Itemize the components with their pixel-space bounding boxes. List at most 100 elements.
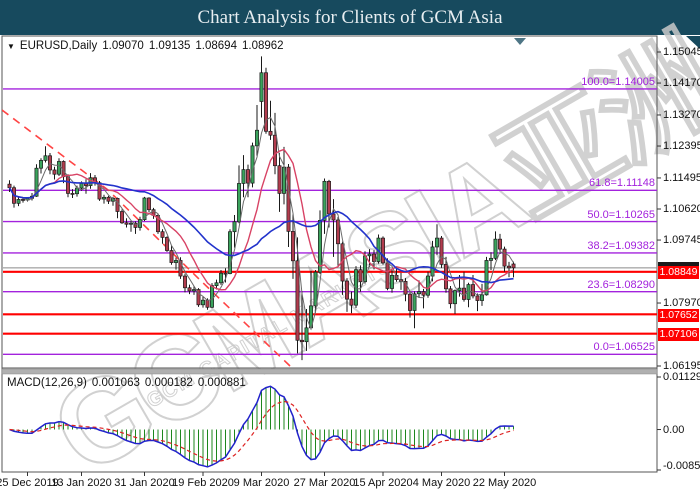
price-axis-label[interactable]: 1.09745 — [663, 234, 700, 247]
candle-body — [232, 221, 237, 233]
ma-slow-line — [8, 180, 514, 284]
price-axis-label[interactable]: 1.10620 — [663, 202, 700, 215]
fib-level-label: 0.0=1.06525 — [593, 341, 655, 354]
date-axis-label[interactable]: 27 Mar 2020 — [293, 477, 356, 489]
resistance-price-box: 1.08849 — [658, 266, 699, 280]
date-axis-label[interactable]: 31 Jan 2020 — [114, 477, 175, 489]
candle-body — [511, 263, 516, 269]
candle-body — [241, 169, 246, 184]
date-axis-label[interactable]: 19 Feb 2020 — [172, 477, 234, 489]
page-title: Chart Analysis for Clients of GCM Asia — [197, 6, 503, 28]
candle-body — [178, 260, 183, 277]
candle-body — [16, 199, 21, 204]
candle-body — [124, 222, 129, 225]
candle-body — [70, 193, 75, 195]
candle-body — [498, 238, 502, 250]
candle-body — [48, 155, 52, 171]
candle-body — [192, 289, 196, 292]
price-axis-label[interactable]: 1.12395 — [663, 140, 700, 153]
candle-body — [435, 237, 439, 248]
candle-body — [264, 72, 268, 132]
chart-shift-marker-icon[interactable] — [514, 38, 526, 45]
date-axis-label[interactable]: 15 Apr 2020 — [353, 477, 413, 489]
candle-body — [133, 222, 138, 228]
macd-axis-label[interactable]: 0.00 — [663, 423, 685, 436]
candle-body — [439, 237, 444, 265]
price-axis-label[interactable]: 1.06195 — [663, 359, 700, 372]
candle-body — [259, 72, 264, 102]
candle-body — [484, 260, 489, 296]
panel-separator[interactable] — [1, 368, 658, 375]
ohlc-low: 1.08694 — [195, 40, 237, 52]
date-axis-label[interactable]: 4 May 2020 — [412, 477, 471, 489]
price-axis-label[interactable]: 1.11495 — [663, 171, 700, 184]
candle-body — [403, 281, 408, 295]
candle-body — [246, 169, 250, 184]
candle-body — [318, 220, 322, 273]
candle-body — [196, 289, 201, 306]
candle-body — [457, 287, 462, 291]
candle-body — [354, 269, 358, 306]
ohlc-close: 1.08962 — [241, 40, 284, 52]
date-axis-label[interactable]: 25 Dec 2019 — [0, 477, 59, 489]
candle-body — [412, 293, 417, 311]
candle-body — [97, 182, 102, 200]
candle-body — [120, 211, 124, 224]
candle-body — [160, 231, 165, 238]
candle-body — [165, 237, 169, 251]
dashed-trendline — [2, 109, 291, 367]
resistance-price-box: 1.07652 — [658, 308, 699, 322]
date-axis-label[interactable]: 22 May 2020 — [472, 477, 537, 489]
candle-body — [349, 298, 354, 306]
candle-body — [187, 287, 192, 292]
fib-level-label: 23.6=1.08290 — [587, 278, 655, 291]
symbol-timeframe: EURUSD,Daily — [19, 40, 98, 52]
candle-body — [295, 260, 300, 341]
fib-level-label: 38.2=1.09382 — [587, 239, 655, 252]
candle-body — [489, 257, 493, 261]
candle-body — [21, 199, 25, 201]
candle-body — [52, 169, 57, 175]
candle-body — [502, 248, 507, 267]
candle-body — [345, 280, 349, 300]
candle-body — [169, 250, 174, 263]
corner-decoration — [686, 36, 700, 49]
date-axis-label[interactable]: 9 Mar 2020 — [233, 477, 290, 489]
candle-body — [214, 282, 219, 286]
candle-body — [421, 291, 426, 296]
macd-signal-line — [9, 400, 514, 462]
symbol-dropdown-icon[interactable]: ▼ — [7, 41, 15, 51]
price-axis-label[interactable]: 1.14170 — [663, 77, 700, 90]
candle-body — [250, 145, 255, 184]
price-axis-label[interactable]: 1.15045 — [663, 46, 700, 58]
candle-body — [102, 196, 106, 200]
price-axis-label[interactable]: 1.07970 — [663, 297, 700, 310]
candle-body — [304, 327, 309, 343]
macd-value-main: 0.001063 — [91, 377, 140, 389]
macd-axis-label[interactable]: 0.011291 — [663, 371, 700, 383]
candle-body — [7, 183, 12, 189]
candle-body — [88, 177, 93, 186]
candle-body — [34, 167, 39, 197]
macd-name: MACD(12,26,9) — [7, 377, 87, 389]
macd-panel — [9, 385, 514, 468]
candle-body — [147, 197, 151, 211]
macd-indicator-header: MACD(12,26,9) 0.001063 0.000182 0.000881 — [7, 377, 246, 389]
date-axis-label[interactable]: 13 Jan 2020 — [51, 477, 112, 489]
candle-body — [336, 219, 340, 245]
candle-body — [106, 196, 111, 202]
candle-body — [210, 285, 214, 308]
ma-mid-line — [8, 148, 514, 292]
candle-body — [385, 262, 390, 289]
price-axis-label[interactable]: 1.13270 — [663, 108, 700, 121]
candle-body — [66, 176, 70, 194]
macd-axis-label[interactable]: -0.008585 — [663, 460, 700, 472]
candle-body — [201, 299, 205, 306]
candle-body — [142, 197, 147, 220]
candle-body — [228, 231, 232, 274]
candle-body — [313, 271, 318, 307]
candle-body — [174, 260, 178, 263]
main-panel — [2, 56, 657, 367]
